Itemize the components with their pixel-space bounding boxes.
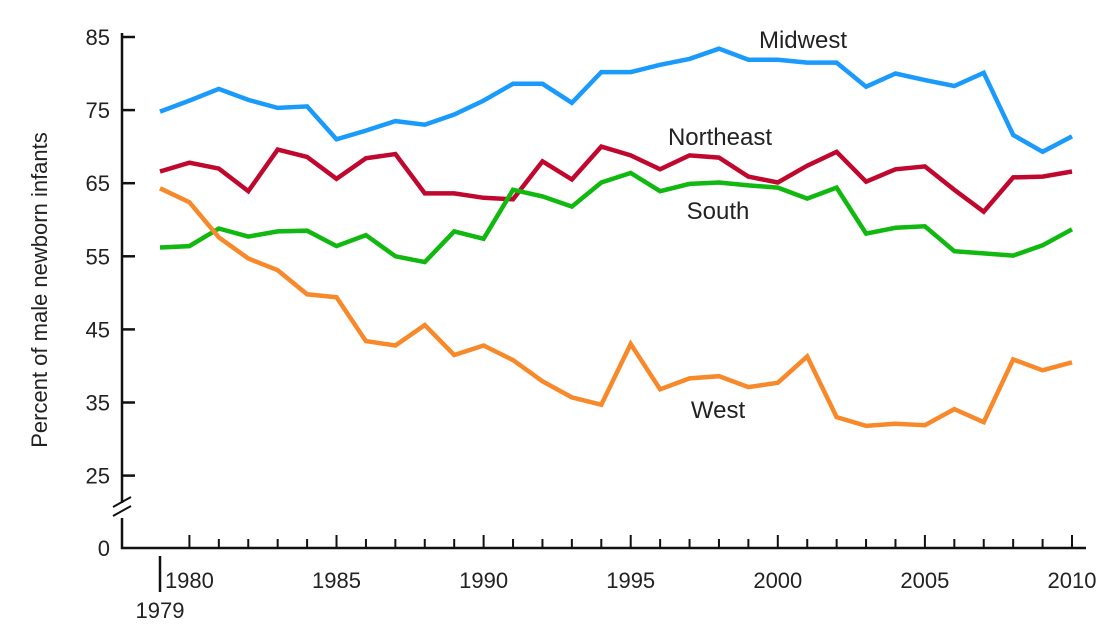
x-tick-label: 1980 (165, 568, 214, 593)
x-tick-label: 1995 (606, 568, 655, 593)
y-tick-label: 85 (86, 25, 110, 50)
axis-lines (120, 33, 1086, 550)
series-label-northeast: Northeast (668, 124, 772, 151)
series-label-west: West (691, 397, 746, 424)
series-labels: Midwest Northeast South West (668, 27, 847, 424)
y-tick-label: 35 (86, 391, 110, 416)
axis-break-mark (112, 496, 132, 517)
axes: 85 75 65 55 45 35 25 0 1980 1985 1990 1995 2000 2005 2… (86, 25, 1097, 623)
series-label-midwest: Midwest (759, 27, 847, 54)
y-tick-label: 55 (86, 244, 110, 269)
series-line-south (159, 170, 1074, 265)
series-line-midwest (159, 46, 1074, 155)
y-tick-label: 75 (86, 98, 110, 123)
x-tick-label: 1985 (312, 568, 361, 593)
series-line-west (159, 186, 1073, 429)
x-tick-label: 2000 (753, 568, 802, 593)
y-tick-label: 25 (86, 464, 110, 489)
y-tick-label: 45 (86, 317, 110, 342)
series-lines (159, 46, 1074, 429)
x-start-label: 1979 (136, 598, 185, 623)
series-label-south: South (687, 198, 750, 225)
y-axis-label: Percent of male newborn infants (27, 132, 52, 448)
series-line-northeast (159, 144, 1073, 215)
x-tick-label: 1990 (459, 568, 508, 593)
x-tick-label: 2005 (900, 568, 949, 593)
y-tick-label-zero: 0 (98, 536, 110, 561)
x-tick-label: 2010 (1048, 568, 1097, 593)
y-tick-label: 65 (86, 171, 110, 196)
